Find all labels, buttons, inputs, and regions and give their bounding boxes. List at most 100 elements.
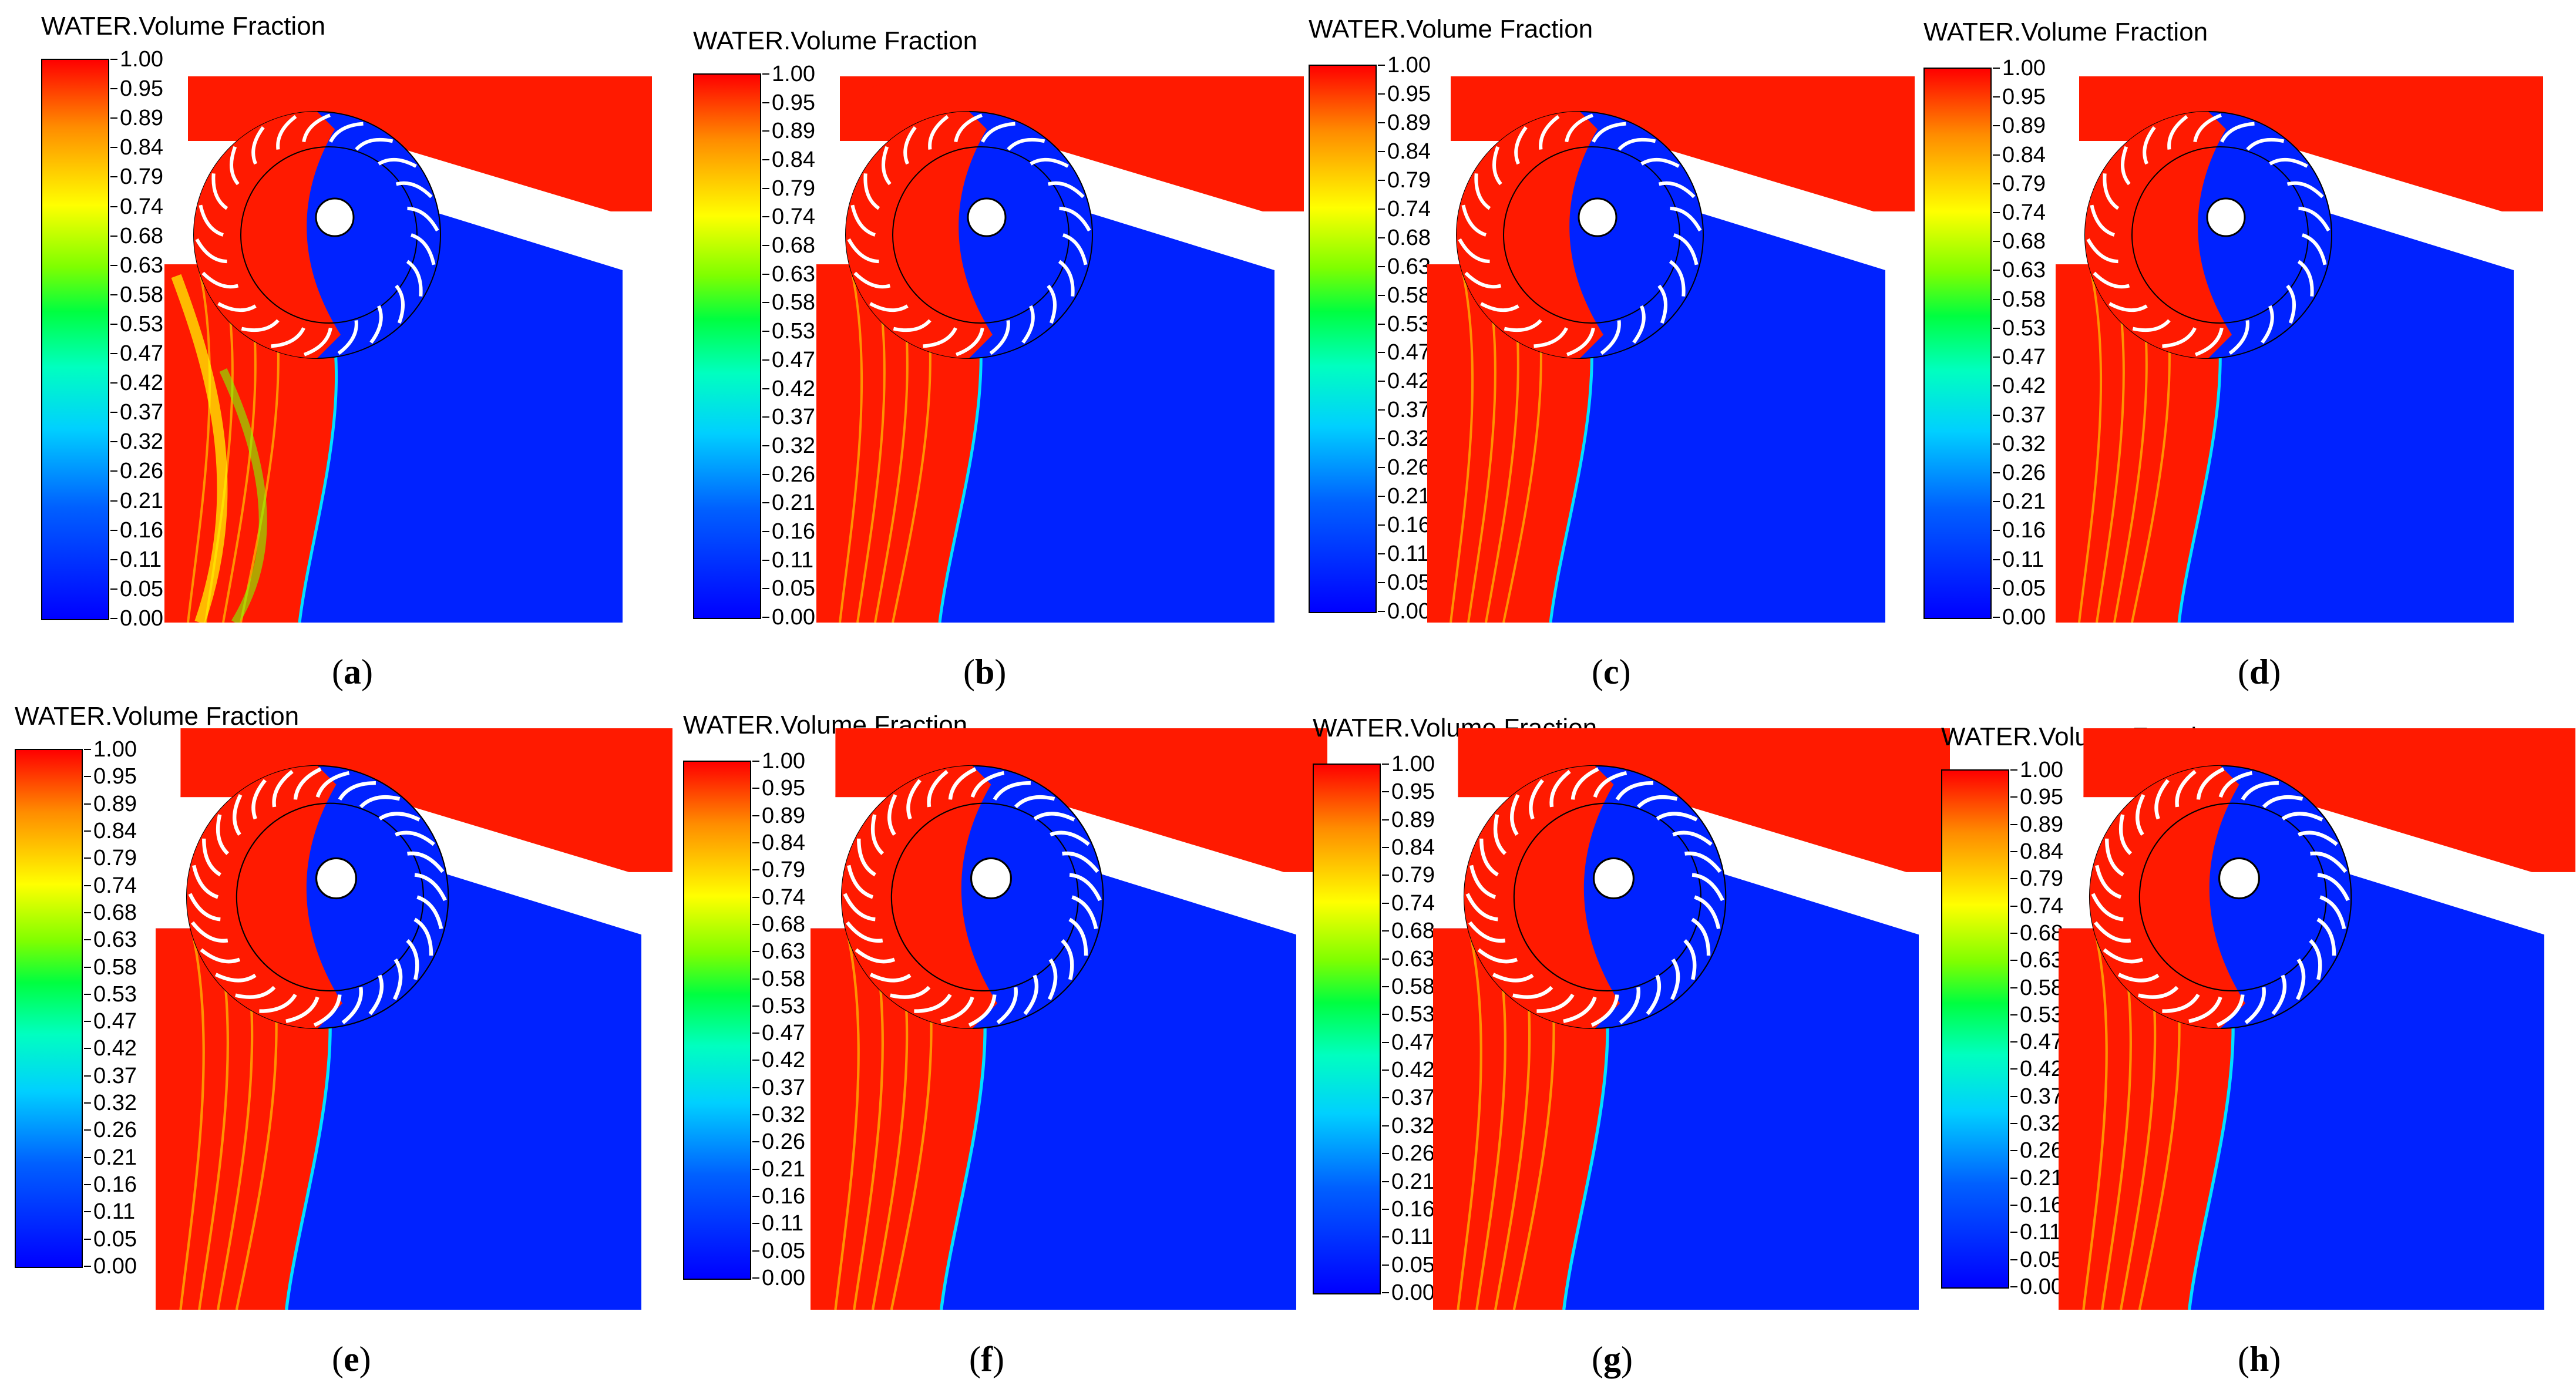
colorbar-tick-label: 0.16 <box>762 519 815 544</box>
volume-fraction-contour <box>2056 76 2543 623</box>
runner-blade <box>1640 157 1680 168</box>
runner-blade <box>1691 873 1724 902</box>
colorbar-tick-label: 0.53 <box>1993 315 2046 341</box>
jet-streak <box>834 934 860 1310</box>
colorbar-tick-label: 0.84 <box>1382 835 1435 860</box>
colorbar-tick-label: 0.00 <box>762 605 815 630</box>
colorbar-tick-label: 0.58 <box>2010 975 2063 1000</box>
colorbar-tick-label: 0.11 <box>1381 1225 1434 1250</box>
panel-label: d <box>2249 653 2269 691</box>
runner-blade <box>392 958 403 1000</box>
runner-blade <box>214 973 257 983</box>
runner-blade <box>2118 814 2133 855</box>
colorbar-tick-label: 0.58 <box>1993 287 2046 312</box>
runner-blade <box>230 146 240 186</box>
panel-caption: (h) <box>2238 1340 2281 1378</box>
colorbar-tick-label: 0.42 <box>2010 1057 2063 1082</box>
colorbar-ticks: 1.00 0.95 0.89 0.84 0.79 0.74 0.68 0.63 0.58 0.53… <box>2010 759 2096 1298</box>
runner-blade <box>869 302 909 312</box>
runner-blade <box>338 781 376 801</box>
runner-water <box>2085 112 2232 358</box>
colorbar-tick-label: 0.26 <box>110 459 163 484</box>
runner-blade <box>928 115 949 150</box>
mixing-zone <box>171 274 228 623</box>
colorbar-tick-label: 0.05 <box>1382 1252 1435 1277</box>
panel-label: c <box>1603 653 1619 691</box>
colorbar-tick-label: 0.74 <box>110 194 163 219</box>
runner-blade <box>2241 781 2279 801</box>
runner-blade <box>893 319 931 332</box>
colorbar-tick-label: 0.95 <box>762 90 815 115</box>
colorbar-tick-label: 0.47 <box>110 341 163 366</box>
colorbar-tick-label: 0.47 <box>762 347 815 372</box>
runner-blade <box>993 781 1031 801</box>
colorbar-tick-label: 0.84 <box>752 830 805 855</box>
runner-blade <box>1512 986 1553 999</box>
runner-blade <box>369 305 383 344</box>
colorbar-tick-label: 0.58 <box>84 954 137 980</box>
volume-fraction-contour <box>816 76 1304 623</box>
runner-blade <box>2271 974 2287 1015</box>
colorbar-tick-label: 0.47 <box>1993 345 2046 370</box>
colorbar-tick-label: 0.58 <box>762 290 815 315</box>
runner-blade <box>887 793 897 836</box>
jet-streak <box>2082 934 2108 1310</box>
colorbar-tick-label: 0.11 <box>2010 1220 2062 1245</box>
runner-blade <box>2136 793 2145 836</box>
colorbar-tick-label: 0.89 <box>1993 113 2046 139</box>
mixing-zone <box>219 368 267 623</box>
runner-blade <box>1672 830 1713 846</box>
runner-blade <box>1534 327 1568 348</box>
runner-blade <box>1691 917 1711 956</box>
colorbar-ticks: 1.00 0.95 0.89 0.84 0.79 0.74 0.68 0.63 0.58 0.53… <box>1381 753 1468 1304</box>
shaft-hub <box>2218 857 2260 900</box>
runner-blade <box>1565 113 1593 143</box>
colorbar-tick-label: 0.79 <box>84 846 137 871</box>
colorbar-tick-label: 0.26 <box>752 1129 805 1155</box>
colorbar-tick-label: 0.84 <box>1378 139 1431 164</box>
runner-blade <box>2269 157 2308 168</box>
colorbar-tick-label: 0.84 <box>84 818 137 843</box>
colorbar-tick-label: 0.11 <box>1377 542 1430 567</box>
runner-blade <box>968 994 997 1027</box>
runner-blade <box>1047 284 1057 324</box>
colorbar-tick-label: 0.05 <box>84 1226 137 1252</box>
runner-blade <box>1021 305 1035 344</box>
colorbar-tick-label: 0.05 <box>1993 576 2046 601</box>
runner-blade <box>1062 851 1099 873</box>
runner-blade <box>276 115 297 150</box>
runner-blade <box>416 895 443 930</box>
runner-blade <box>2162 327 2197 348</box>
colorbar-tick-label: 0.89 <box>762 119 815 144</box>
runner-blade <box>1469 865 1496 899</box>
runner-blade <box>1480 302 1519 312</box>
runner-blade <box>2193 113 2222 143</box>
volume-fraction-contour <box>1427 76 1915 623</box>
colorbar-tick-label: 0.89 <box>110 106 163 131</box>
colorbar-title: WATER.Volume Fraction <box>1923 18 2208 46</box>
runner-blade <box>1062 233 1088 265</box>
runner-blade <box>1514 126 1528 165</box>
shaft-hub <box>967 197 1007 237</box>
colorbar-tick-label: 0.05 <box>2010 1247 2063 1272</box>
runner-blade <box>355 137 394 151</box>
colorbar-tick-label: 0.63 <box>1382 946 1435 971</box>
runner-blade <box>1061 939 1074 980</box>
runner-blade <box>996 987 1018 1024</box>
runner-blade <box>882 146 892 186</box>
colorbar-tick-label: 0.53 <box>1378 311 1431 337</box>
runner-blade <box>1683 939 1697 980</box>
runner-blade <box>395 830 435 846</box>
colorbar-tick-label: 0.89 <box>1378 110 1431 135</box>
runner-blade <box>191 921 228 943</box>
runner-blade <box>2298 830 2338 846</box>
colorbar-tick-label: 0.63 <box>762 261 815 287</box>
runner-blade <box>1600 320 1621 355</box>
runner-blade <box>927 769 949 808</box>
runner-blade <box>285 996 320 1023</box>
runner-blade <box>2195 327 2224 357</box>
runner-blade <box>863 173 880 210</box>
colorbar-tick-label: 0.21 <box>752 1156 805 1182</box>
colorbar-tick-label: 0.68 <box>110 223 163 248</box>
runner-blade <box>2121 146 2131 186</box>
